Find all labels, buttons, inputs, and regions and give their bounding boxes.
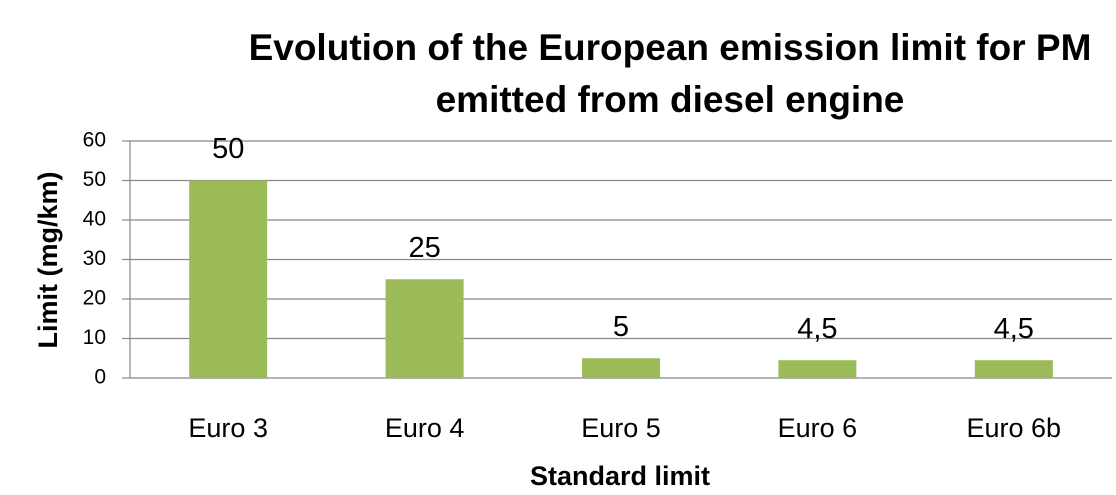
x-axis-label: Standard limit (530, 461, 710, 491)
bar (385, 279, 464, 378)
value-label: 4,5 (994, 313, 1034, 345)
value-label: 50 (212, 133, 244, 165)
y-tick-label: 30 (83, 247, 106, 270)
bar (582, 358, 660, 378)
x-tick-label: Euro 6b (967, 413, 1062, 443)
bar (189, 180, 268, 378)
y-tick-label: 10 (83, 326, 106, 349)
x-tick-label: Euro 5 (581, 413, 661, 443)
y-tick-label: 40 (83, 208, 106, 231)
y-tick-label: 20 (83, 287, 106, 310)
value-label: 25 (408, 232, 440, 264)
y-tick-label: 60 (83, 129, 106, 152)
bar (974, 360, 1053, 378)
y-tick-label: 0 (94, 366, 106, 389)
value-label: 5 (613, 311, 629, 343)
x-tick-label: Euro 3 (188, 413, 268, 443)
y-tick-label: 50 (83, 168, 106, 191)
y-axis-label: Limit (mg/km) (33, 171, 63, 348)
x-tick-label: Euro 6 (778, 413, 858, 443)
value-label: 4,5 (797, 313, 837, 345)
bar (778, 360, 857, 378)
chart-title: Evolution of the European emission limit… (248, 27, 1092, 120)
x-tick-label: Euro 4 (385, 413, 465, 443)
